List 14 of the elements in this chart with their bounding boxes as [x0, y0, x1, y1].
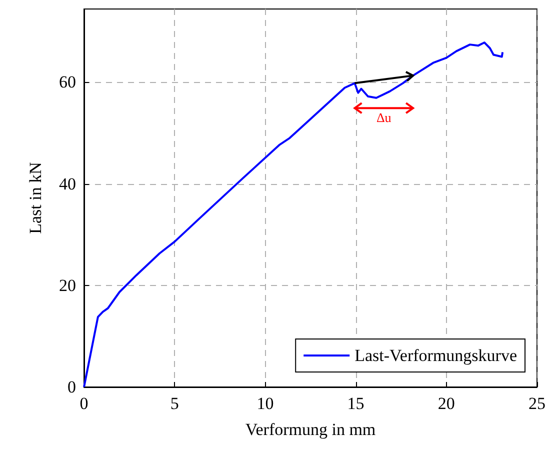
x-axis-title: Verformung in mm	[245, 420, 376, 439]
x-tick-label: 20	[438, 394, 455, 413]
y-tick-label: 40	[59, 174, 76, 194]
y-tick-label: 20	[59, 276, 76, 295]
y-axis-title: Last in kN	[26, 162, 45, 234]
y-tick-label: 60	[59, 72, 76, 92]
x-tick-label: 25	[528, 394, 546, 413]
x-tick-label: 0	[80, 394, 88, 413]
x-tick-label: 5	[170, 394, 179, 413]
annotation: Δu	[376, 110, 392, 126]
x-tick-label: 15	[347, 394, 364, 413]
x-tick-label: 10	[256, 394, 274, 413]
legend-label: Last-Verformungskurve	[354, 346, 518, 365]
y-tick-label: 0	[68, 378, 76, 396]
